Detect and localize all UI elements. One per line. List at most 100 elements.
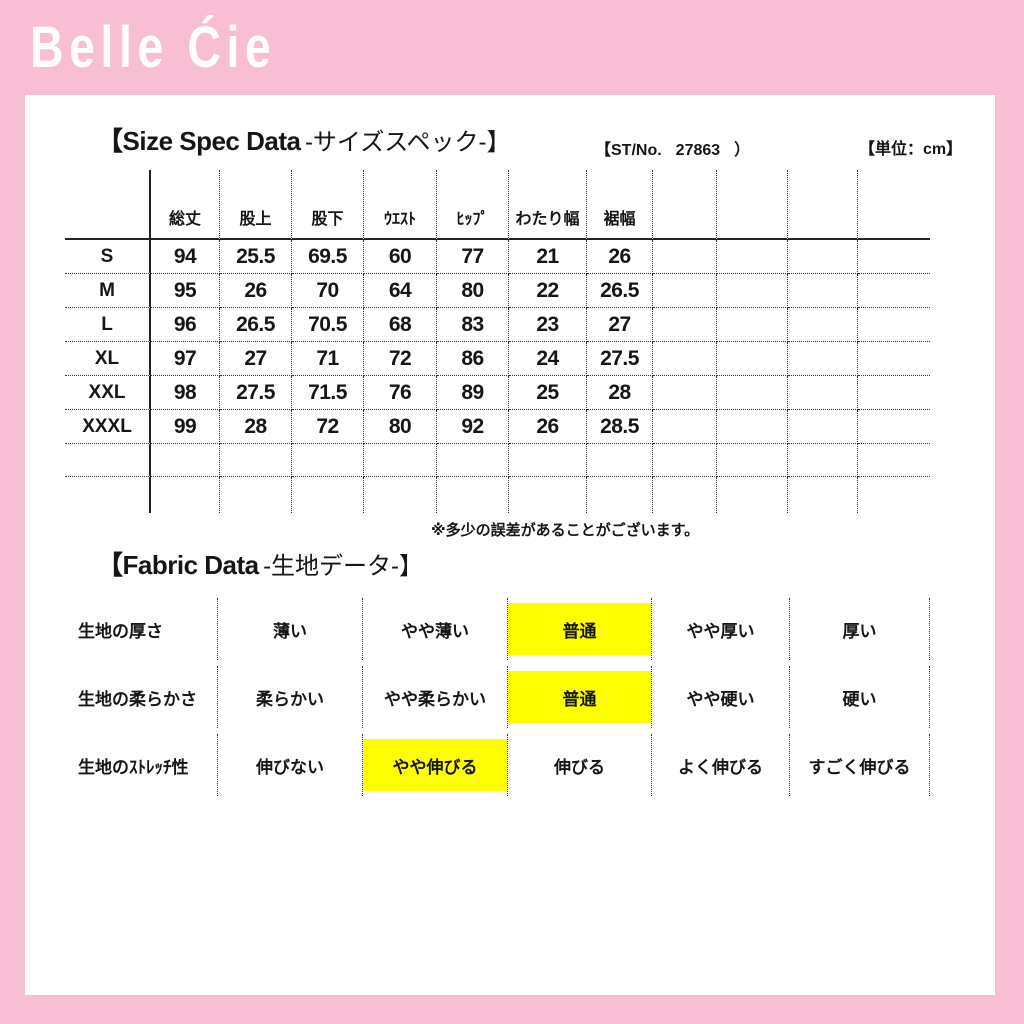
size-empty-cell <box>220 444 292 477</box>
size-empty-cell <box>717 477 788 513</box>
size-empty-cell <box>65 477 151 513</box>
fabric-option: やや厚い <box>686 621 755 641</box>
size-value-cell: 99 <box>151 410 220 444</box>
size-value-cell: 83 <box>437 308 509 342</box>
size-empty-cell <box>65 444 151 477</box>
fabric-row-label: 生地の柔らかさ <box>65 666 218 728</box>
size-value-cell: 26 <box>587 240 653 274</box>
fabric-option-cell: やや厚い <box>652 598 790 660</box>
size-header-empty-cell <box>717 170 788 240</box>
fabric-option-cell: すごく伸びる <box>790 734 930 796</box>
size-header-empty-cell <box>858 170 930 240</box>
size-empty-cell <box>717 444 788 477</box>
size-row-label: XXL <box>65 376 151 410</box>
fabric-option-cell: 普通 <box>508 666 652 728</box>
size-empty-cell <box>858 240 930 274</box>
size-empty-cell <box>858 308 930 342</box>
fabric-option: 伸びない <box>256 757 324 777</box>
size-empty-cell <box>220 477 292 513</box>
size-empty-cell <box>292 444 364 477</box>
fabric-row: 生地の厚さ 薄い やや薄い 普通 やや厚い 厚い <box>65 598 930 660</box>
fabric-section-title-en: 【Fabric Data <box>97 550 259 580</box>
size-empty-cell <box>364 477 437 513</box>
size-value-cell: 72 <box>292 410 364 444</box>
size-empty-cell <box>587 444 653 477</box>
size-value-cell: 86 <box>437 342 509 376</box>
size-value-cell: 60 <box>364 240 437 274</box>
fabric-option-cell: やや薄い <box>363 598 508 660</box>
fabric-option-selected: 普通 <box>508 603 651 655</box>
size-section-title-ja: -サイズスペック-】 <box>304 129 511 156</box>
fabric-option: やや柔らかい <box>384 689 486 709</box>
size-value-cell: 27.5 <box>220 376 292 410</box>
size-empty-cell <box>858 274 930 308</box>
size-value-cell: 96 <box>151 308 220 342</box>
fabric-option: 厚い <box>842 621 877 641</box>
size-value-cell: 98 <box>151 376 220 410</box>
size-row-label: XXXL <box>65 410 151 444</box>
fabric-option-cell: 薄い <box>218 598 363 660</box>
tolerance-note: ※多少の誤差があることがございます。 <box>431 522 700 539</box>
size-value-cell: 71.5 <box>292 376 364 410</box>
size-section-title: 【Size Spec Data -サイズスペック-】 <box>97 121 511 158</box>
size-col-header: ｳｴｽﾄ <box>364 170 437 240</box>
size-empty-cell <box>717 410 788 444</box>
size-empty-cell <box>653 477 717 513</box>
size-value-cell: 77 <box>437 240 509 274</box>
fabric-section-title-ja: -生地データ-】 <box>263 553 424 580</box>
size-row-label: S <box>65 240 151 274</box>
fabric-option: すごく伸びる <box>808 757 911 777</box>
fabric-option: よく伸びる <box>678 757 763 777</box>
size-value-cell: 69.5 <box>292 240 364 274</box>
fabric-option-cell: 伸びない <box>218 734 363 796</box>
size-col-header: 総丈 <box>151 170 220 240</box>
fabric-option-selected: 普通 <box>508 671 651 723</box>
size-value-cell: 27.5 <box>587 342 653 376</box>
size-value-cell: 26.5 <box>220 308 292 342</box>
size-empty-cell <box>788 444 858 477</box>
size-empty-cell <box>653 376 717 410</box>
size-value-cell: 28 <box>587 376 653 410</box>
fabric-option-cell: 厚い <box>790 598 930 660</box>
size-empty-cell <box>858 410 930 444</box>
spec-sheet: 【Size Spec Data -サイズスペック-】 【ST/No. 27863 ）… <box>25 95 995 995</box>
size-empty-cell <box>364 444 437 477</box>
size-value-cell: 27 <box>587 308 653 342</box>
size-header-empty-cell <box>653 170 717 240</box>
size-empty-cell <box>151 477 220 513</box>
size-value-cell: 70.5 <box>292 308 364 342</box>
size-value-cell: 80 <box>437 274 509 308</box>
size-empty-cell <box>788 477 858 513</box>
fabric-option: やや硬い <box>686 689 755 709</box>
fabric-option-cell: 普通 <box>508 598 652 660</box>
fabric-row: 生地のｽﾄﾚｯﾁ性 伸びない やや伸びる 伸びる よく伸びる すごく伸びる <box>65 734 930 796</box>
style-number-label: 【ST/No. <box>595 142 662 159</box>
size-row-label: M <box>65 274 151 308</box>
size-value-cell: 25 <box>509 376 587 410</box>
size-value-cell: 27 <box>220 342 292 376</box>
fabric-section-title: 【Fabric Data -生地データ-】 <box>97 545 423 582</box>
style-number: 【ST/No. 27863 ） <box>595 136 750 160</box>
style-number-close-paren: ） <box>734 142 751 159</box>
size-value-cell: 68 <box>364 308 437 342</box>
fabric-row-label: 生地の厚さ <box>65 598 218 660</box>
fabric-option-cell: よく伸びる <box>652 734 790 796</box>
size-empty-cell <box>653 240 717 274</box>
fabric-option-cell: 硬い <box>790 666 930 728</box>
fabric-option-cell: 伸びる <box>508 734 652 796</box>
fabric-option-cell: やや硬い <box>652 666 790 728</box>
size-empty-cell <box>653 444 717 477</box>
size-empty-cell <box>437 477 509 513</box>
size-value-cell: 22 <box>509 274 587 308</box>
size-empty-cell <box>587 477 653 513</box>
size-value-cell: 24 <box>509 342 587 376</box>
size-value-cell: 80 <box>364 410 437 444</box>
size-value-cell: 76 <box>364 376 437 410</box>
size-header-empty-cell <box>788 170 858 240</box>
size-col-header: ﾋｯﾌﾟ <box>437 170 509 240</box>
size-empty-cell <box>788 376 858 410</box>
fabric-option-cell: やや柔らかい <box>363 666 508 728</box>
unit-label: 【単位：cm】 <box>859 141 963 158</box>
size-section-title-en: 【Size Spec Data <box>97 126 301 156</box>
